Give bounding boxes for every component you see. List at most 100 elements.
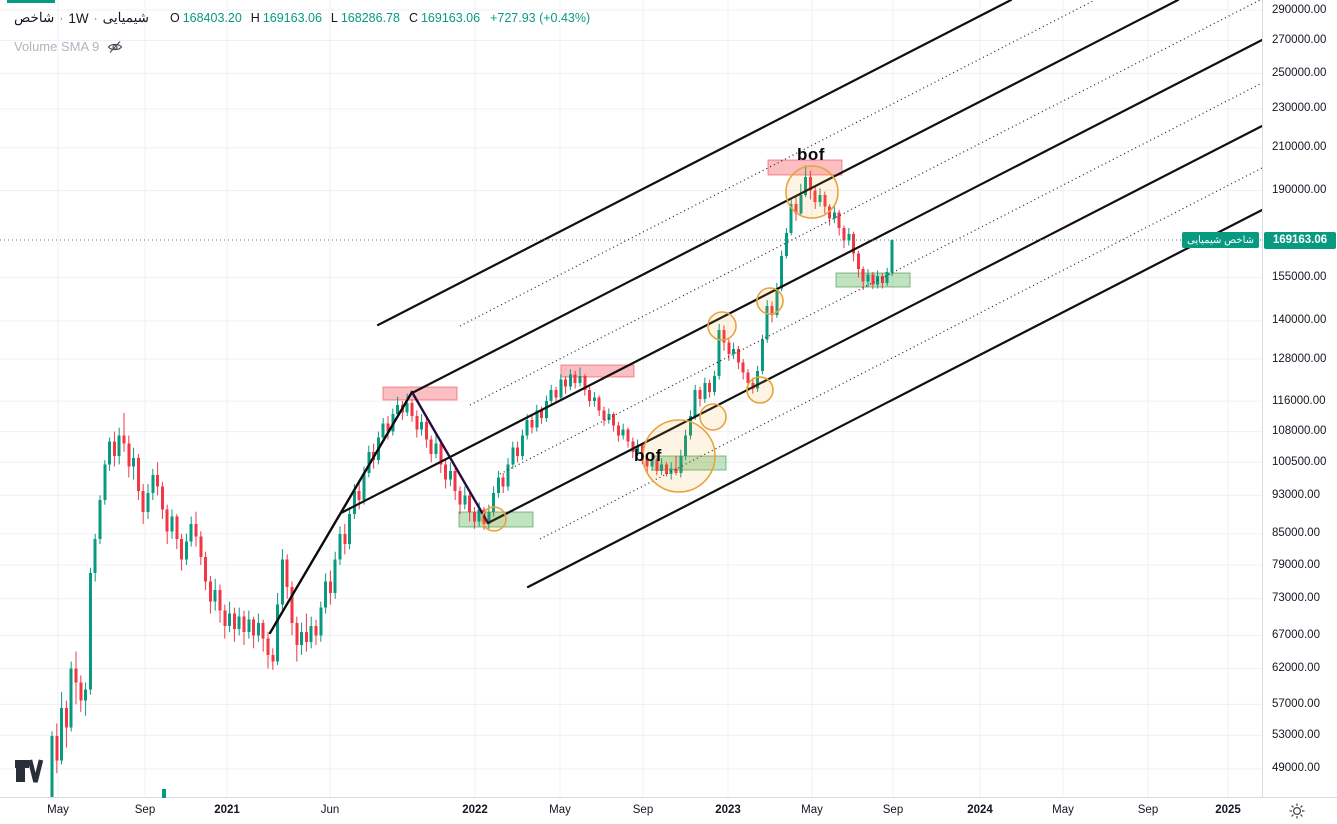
- candle[interactable]: [50, 736, 54, 797]
- candle[interactable]: [271, 654, 275, 662]
- candle[interactable]: [285, 559, 289, 588]
- candle[interactable]: [295, 622, 299, 646]
- candle[interactable]: [93, 538, 97, 574]
- candle[interactable]: [607, 414, 611, 420]
- candle[interactable]: [487, 511, 491, 524]
- candle[interactable]: [276, 604, 280, 662]
- candle[interactable]: [439, 443, 443, 465]
- candle[interactable]: [578, 376, 582, 384]
- candle[interactable]: [626, 429, 630, 442]
- candle[interactable]: [448, 470, 452, 480]
- candle[interactable]: [525, 419, 529, 436]
- candle[interactable]: [847, 234, 851, 241]
- candle[interactable]: [592, 397, 596, 402]
- candle[interactable]: [415, 416, 419, 430]
- candle[interactable]: [842, 228, 846, 241]
- symbol-legend-row[interactable]: شاخص · 1W · شیمیایی O 168403.20 H 169163…: [14, 9, 590, 27]
- candle[interactable]: [429, 439, 433, 454]
- candle[interactable]: [765, 305, 769, 340]
- symbol-name-2[interactable]: شیمیایی: [102, 10, 149, 25]
- candle[interactable]: [218, 590, 222, 611]
- candle[interactable]: [117, 435, 121, 456]
- candle[interactable]: [660, 464, 664, 471]
- indicator-name[interactable]: Volume SMA 9: [14, 39, 100, 54]
- candle[interactable]: [751, 383, 755, 389]
- candle[interactable]: [650, 460, 654, 467]
- candle[interactable]: [151, 475, 155, 494]
- highlight-circle[interactable]: [707, 311, 737, 341]
- candle[interactable]: [362, 473, 366, 501]
- symbol-name[interactable]: شاخص: [14, 10, 55, 25]
- highlight-circle[interactable]: [746, 376, 774, 404]
- candle[interactable]: [348, 514, 352, 544]
- candle[interactable]: [79, 682, 83, 701]
- candle[interactable]: [141, 490, 145, 512]
- candle[interactable]: [789, 204, 793, 233]
- candle[interactable]: [420, 421, 424, 430]
- candle[interactable]: [544, 401, 548, 418]
- highlight-circle[interactable]: [642, 419, 716, 493]
- candle[interactable]: [818, 194, 822, 202]
- candle[interactable]: [338, 533, 342, 560]
- candle[interactable]: [304, 632, 308, 642]
- theme-sun-icon[interactable]: [1288, 802, 1306, 820]
- candle[interactable]: [597, 397, 601, 411]
- candle[interactable]: [612, 414, 616, 426]
- candle[interactable]: [352, 490, 356, 515]
- candle[interactable]: [746, 372, 750, 384]
- candle[interactable]: [506, 464, 510, 487]
- candle[interactable]: [554, 390, 558, 398]
- highlight-circle[interactable]: [756, 287, 784, 315]
- candle[interactable]: [492, 493, 496, 512]
- candle[interactable]: [852, 234, 856, 254]
- candle[interactable]: [98, 500, 102, 539]
- eye-off-icon[interactable]: [107, 39, 123, 55]
- candle[interactable]: [314, 625, 318, 636]
- candle[interactable]: [477, 509, 481, 522]
- candle[interactable]: [804, 177, 808, 195]
- candle[interactable]: [386, 423, 390, 432]
- pitchfork-solid-line[interactable]: [339, 38, 1262, 515]
- candle[interactable]: [208, 581, 212, 602]
- candle[interactable]: [540, 410, 544, 418]
- highlight-circle[interactable]: [699, 403, 727, 431]
- candle[interactable]: [424, 421, 428, 440]
- timeframe-label[interactable]: 1W: [68, 10, 89, 26]
- candle[interactable]: [60, 708, 64, 761]
- candle[interactable]: [434, 443, 438, 454]
- candle[interactable]: [146, 493, 150, 512]
- candle[interactable]: [674, 468, 678, 474]
- annotation-bof-top[interactable]: bof: [797, 145, 825, 164]
- candle[interactable]: [698, 390, 702, 400]
- candle[interactable]: [180, 538, 184, 560]
- candle[interactable]: [108, 441, 112, 465]
- candle[interactable]: [501, 477, 505, 487]
- candle[interactable]: [856, 253, 860, 270]
- candle[interactable]: [204, 557, 208, 582]
- candle[interactable]: [688, 416, 692, 436]
- pitchfork-dotted-line[interactable]: [469, 0, 1261, 406]
- highlight-circle[interactable]: [481, 506, 507, 532]
- candle[interactable]: [784, 232, 788, 256]
- candle[interactable]: [679, 455, 683, 474]
- candle[interactable]: [381, 423, 385, 438]
- annotation-bof-mid[interactable]: bof: [634, 446, 662, 465]
- candle[interactable]: [871, 274, 875, 285]
- candle[interactable]: [357, 490, 361, 501]
- pitchfork-solid-line[interactable]: [410, 0, 1180, 395]
- red-zone-box[interactable]: [560, 364, 635, 378]
- candle[interactable]: [252, 619, 256, 636]
- candle[interactable]: [300, 632, 304, 646]
- candle[interactable]: [880, 275, 884, 283]
- candle[interactable]: [703, 383, 707, 400]
- candle[interactable]: [112, 441, 116, 456]
- candle[interactable]: [228, 613, 232, 626]
- candle[interactable]: [194, 523, 198, 537]
- candle[interactable]: [410, 402, 414, 417]
- candle[interactable]: [530, 419, 534, 428]
- highlight-circle[interactable]: [785, 165, 839, 219]
- candle[interactable]: [511, 447, 515, 465]
- candle[interactable]: [472, 511, 476, 522]
- price-axis[interactable]: 169163.06 290000.00 270000.00 250000.00 230…: [1262, 0, 1337, 797]
- candle[interactable]: [736, 349, 740, 363]
